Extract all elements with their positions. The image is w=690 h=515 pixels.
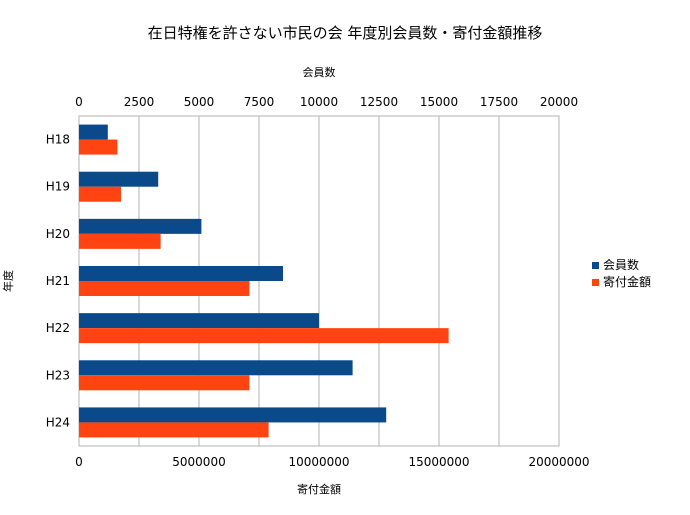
legend-label: 寄付金額	[603, 274, 651, 289]
bar-donations	[79, 328, 449, 344]
bars	[79, 124, 449, 438]
legend-swatch	[592, 279, 599, 286]
top-tick-label: 2500	[124, 95, 155, 109]
bar-donations	[79, 233, 161, 249]
top-tick-label: 5000	[184, 95, 215, 109]
gridlines	[78, 115, 560, 447]
bar-members	[79, 360, 353, 376]
category-label: H19	[46, 180, 70, 194]
bar-donations	[79, 186, 121, 202]
bottom-tick-label: 15000000	[408, 455, 469, 469]
bar-donations	[79, 139, 118, 155]
top-tick-label: 10000	[300, 95, 338, 109]
category-label: H18	[46, 133, 70, 147]
y-axis-label: 年度	[1, 270, 15, 292]
bar-members	[79, 313, 319, 329]
category-label: H24	[46, 415, 70, 429]
top-tick-label: 15000	[420, 95, 458, 109]
tick-labels: 0 2500 5000 7500 10000 12500 15000 17500 20000 0 5…	[46, 95, 590, 469]
top-tick-label: 20000	[540, 95, 578, 109]
bar-donations	[79, 422, 269, 438]
bar-members	[79, 124, 108, 140]
bar-members	[79, 266, 283, 281]
bar-members	[79, 218, 202, 234]
category-label: H21	[46, 274, 70, 288]
bar-donations	[79, 281, 250, 296]
bottom-axis-label: 寄付金額	[297, 482, 341, 496]
bottom-tick-label: 20000000	[528, 455, 589, 469]
bar-donations	[79, 375, 250, 391]
top-tick-label: 7500	[244, 95, 275, 109]
top-tick-label: 0	[75, 95, 83, 109]
chart-title: 在日特権を許さない市民の会 年度別会員数・寄付金額推移	[148, 24, 543, 42]
top-tick-label: 17500	[480, 95, 518, 109]
category-label: H20	[46, 227, 70, 241]
legend-label: 会員数	[603, 257, 639, 272]
bottom-tick-label: 10000000	[288, 455, 349, 469]
bottom-tick-label: 0	[75, 455, 83, 469]
category-label: H22	[46, 321, 70, 335]
bottom-tick-label: 5000000	[172, 455, 225, 469]
legend-swatch	[592, 262, 599, 269]
top-axis-label: 会員数	[303, 66, 336, 79]
bar-members	[79, 171, 159, 187]
bar-members	[79, 407, 387, 423]
category-label: H23	[46, 368, 70, 382]
top-tick-label: 12500	[360, 95, 398, 109]
